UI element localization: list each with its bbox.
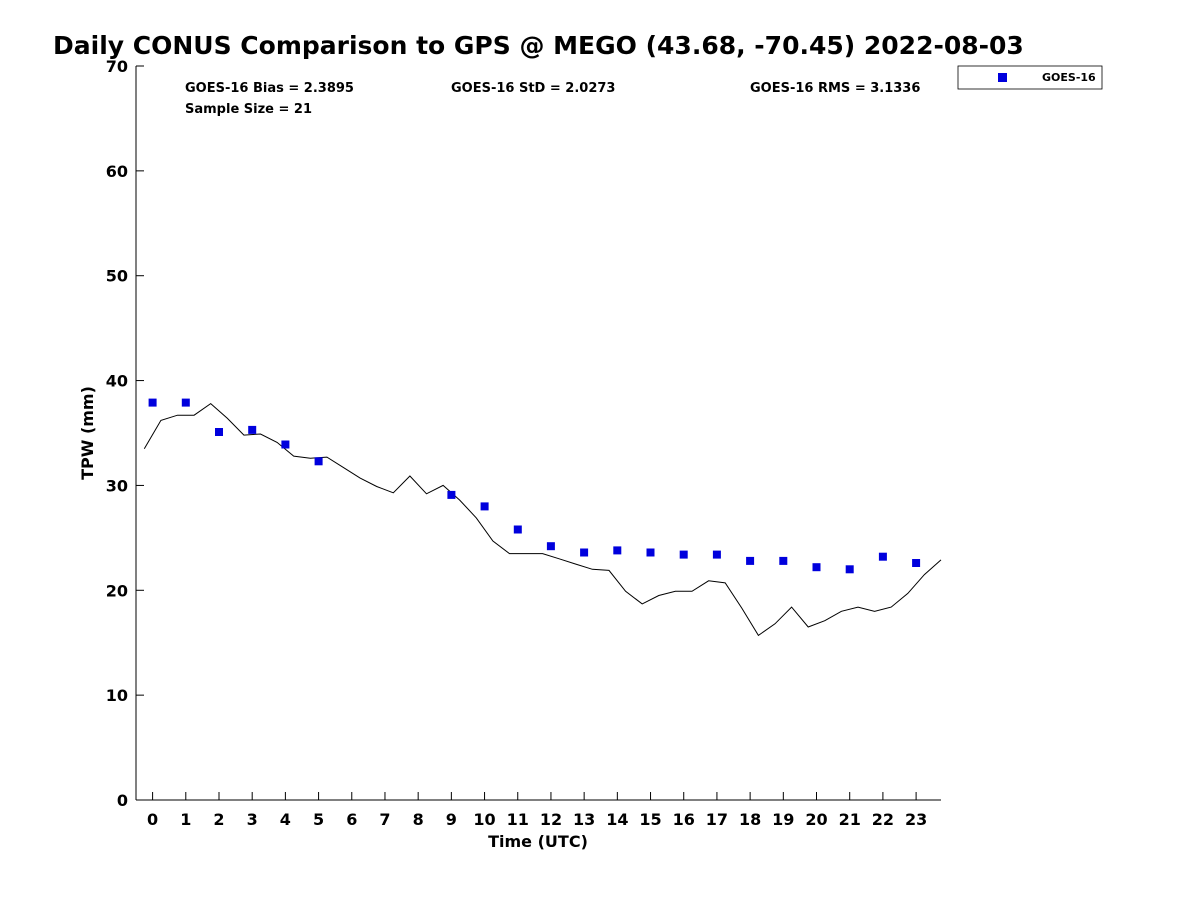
x-tick-label: 4	[280, 810, 291, 829]
y-tick-label: 60	[106, 162, 128, 181]
x-tick-label: 20	[805, 810, 827, 829]
goes16-point	[215, 428, 223, 436]
goes16-point	[148, 398, 157, 407]
x-tick-label: 1	[180, 810, 191, 829]
x-tick-label: 23	[905, 810, 927, 829]
goes16-point	[845, 565, 854, 574]
stat-bias: GOES-16 Bias = 2.3895	[185, 81, 354, 96]
x-tick-label: 8	[413, 810, 424, 829]
goes16-point	[812, 563, 821, 572]
legend: GOES-16	[957, 65, 1103, 90]
x-tick-label: 2	[213, 810, 224, 829]
legend-marker-goes16	[998, 73, 1007, 82]
goes16-point	[447, 490, 456, 499]
goes16-point	[746, 556, 755, 565]
x-tick-label: 6	[346, 810, 357, 829]
x-tick-label: 3	[247, 810, 258, 829]
gps-reference-line	[143, 402, 942, 637]
x-tick-label: 15	[639, 810, 661, 829]
goes16-point	[679, 550, 688, 559]
x-tick-label: 14	[606, 810, 628, 829]
y-tick-label: 30	[106, 476, 128, 495]
y-tick-label: 20	[106, 581, 128, 600]
goes16-point	[646, 548, 655, 557]
goes16-point	[712, 550, 721, 559]
goes16-point	[181, 398, 190, 407]
chart-title: Daily CONUS Comparison to GPS @ MEGO (43…	[53, 31, 1024, 60]
x-tick-label: 18	[739, 810, 761, 829]
stat-sample-size: Sample Size = 21	[185, 102, 312, 117]
x-tick-label: 12	[540, 810, 562, 829]
stat-std: GOES-16 StD = 2.0273	[451, 81, 615, 96]
x-tick-label: 11	[507, 810, 529, 829]
goes16-point	[912, 559, 921, 567]
x-tick-label: 21	[839, 810, 861, 829]
legend-box	[957, 65, 1103, 90]
goes16-point	[314, 457, 323, 466]
x-tick-label: 0	[147, 810, 158, 829]
x-tick-label: 17	[706, 810, 728, 829]
x-tick-label: 19	[772, 810, 794, 829]
goes16-point	[878, 552, 887, 561]
x-tick-label: 16	[673, 810, 695, 829]
x-axis-label: Time (UTC)	[488, 832, 588, 851]
goes16-point	[580, 548, 589, 557]
goes16-point	[480, 502, 489, 511]
y-tick-label: 70	[106, 57, 128, 76]
goes16-point	[513, 525, 522, 534]
y-tick-label: 10	[106, 686, 128, 705]
goes16-point	[248, 425, 257, 434]
goes16-point	[613, 546, 622, 555]
y-tick-label: 40	[106, 372, 128, 391]
x-tick-label: 5	[313, 810, 324, 829]
y-tick-label: 0	[117, 791, 128, 810]
y-axis-label: TPW (mm)	[78, 386, 97, 480]
x-tick-label: 7	[379, 810, 390, 829]
x-tick-label: 22	[872, 810, 894, 829]
goes16-point	[546, 542, 555, 551]
goes16-point	[281, 440, 290, 449]
x-tick-label: 13	[573, 810, 595, 829]
stat-rms: GOES-16 RMS = 3.1336	[750, 81, 920, 96]
x-tick-label: 10	[473, 810, 495, 829]
x-tick-label: 9	[446, 810, 457, 829]
y-tick-label: 50	[106, 267, 128, 286]
goes16-point	[779, 556, 788, 565]
legend-label-goes16: GOES-16	[1042, 71, 1096, 84]
